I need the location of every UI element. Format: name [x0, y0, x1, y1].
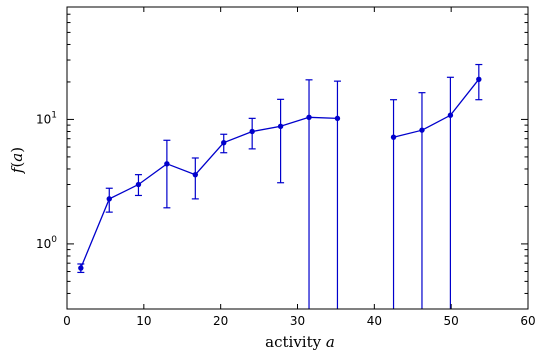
series-line-2: [393, 78, 480, 138]
data-point: [306, 114, 312, 121]
x-tick-label: 50: [444, 314, 459, 328]
data-point: [135, 181, 142, 188]
data-point: [476, 76, 482, 83]
data-point: [192, 171, 199, 178]
data-point: [221, 140, 227, 146]
data-point: [78, 265, 84, 271]
x-tick-label: 0: [63, 314, 71, 328]
data-point: [164, 161, 170, 167]
series-group: [77, 63, 483, 309]
data-point: [334, 115, 341, 122]
data-point: [277, 123, 284, 130]
axis-labels: activity a f(a): [8, 147, 335, 351]
x-axis-title: activity a: [265, 333, 335, 351]
y-tick-label: 100: [36, 235, 57, 251]
plot-frame: [66, 6, 529, 310]
x-tick-label: 30: [290, 314, 305, 328]
axes: 0 10 20 30 40 50 60 100 101: [36, 6, 536, 328]
data-point: [447, 112, 454, 118]
data-point: [249, 128, 255, 135]
y-tick-label: 101: [36, 110, 57, 126]
x-tick-label: 40: [367, 314, 382, 328]
data-point: [390, 134, 397, 140]
y-axis-title: f(a): [8, 147, 26, 174]
x-tick-label: 60: [520, 314, 535, 328]
plot-area: [77, 63, 483, 309]
series-line-1: [80, 116, 338, 269]
x-tick-label: 20: [213, 314, 228, 328]
x-tick-label: 10: [136, 314, 151, 328]
data-point: [419, 127, 425, 133]
data-point: [106, 196, 112, 202]
